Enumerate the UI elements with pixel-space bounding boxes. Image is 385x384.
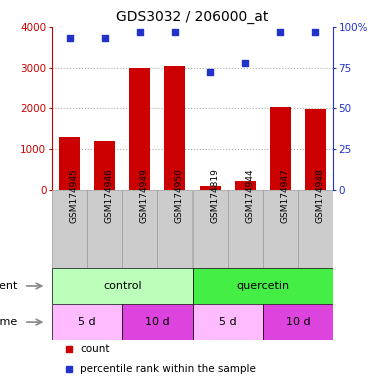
Point: [277, 29, 283, 35]
Bar: [192, 268, 333, 304]
Bar: [157, 190, 192, 268]
Text: control: control: [103, 281, 142, 291]
Bar: [199, 186, 221, 190]
Bar: [298, 190, 333, 268]
Text: GSM174948: GSM174948: [315, 169, 325, 223]
Text: 10 d: 10 d: [286, 317, 310, 327]
Text: time: time: [0, 317, 18, 327]
Text: agent: agent: [0, 281, 18, 291]
Point: [207, 70, 213, 76]
Bar: [122, 190, 157, 268]
Bar: [59, 137, 80, 190]
Bar: [52, 268, 192, 304]
Bar: [192, 304, 263, 340]
Text: 10 d: 10 d: [145, 317, 170, 327]
Bar: [228, 190, 263, 268]
Text: GSM174819: GSM174819: [210, 168, 219, 223]
Text: GSM174950: GSM174950: [175, 168, 184, 223]
Bar: [263, 190, 298, 268]
Point: [172, 29, 178, 35]
Text: count: count: [80, 344, 110, 354]
Bar: [122, 304, 192, 340]
Point: [137, 29, 143, 35]
Bar: [52, 304, 122, 340]
Text: 5 d: 5 d: [219, 317, 236, 327]
Text: GSM174946: GSM174946: [105, 169, 114, 223]
Bar: [94, 141, 115, 190]
Point: [67, 35, 73, 41]
Text: GSM174947: GSM174947: [280, 169, 290, 223]
Text: GSM174944: GSM174944: [245, 169, 254, 223]
Title: GDS3032 / 206000_at: GDS3032 / 206000_at: [116, 10, 269, 25]
Bar: [270, 107, 291, 190]
Bar: [192, 190, 228, 268]
Bar: [235, 181, 256, 190]
Bar: [305, 109, 326, 190]
Bar: [263, 304, 333, 340]
Point: [102, 35, 108, 41]
Text: GSM174945: GSM174945: [70, 169, 79, 223]
Text: 5 d: 5 d: [78, 317, 96, 327]
Text: GSM174949: GSM174949: [140, 169, 149, 223]
Bar: [164, 66, 186, 190]
Bar: [52, 190, 87, 268]
Bar: [87, 190, 122, 268]
Text: percentile rank within the sample: percentile rank within the sample: [80, 364, 256, 374]
Point: [312, 29, 318, 35]
Text: quercetin: quercetin: [236, 281, 289, 291]
Bar: [129, 68, 150, 190]
Point: [242, 60, 248, 66]
